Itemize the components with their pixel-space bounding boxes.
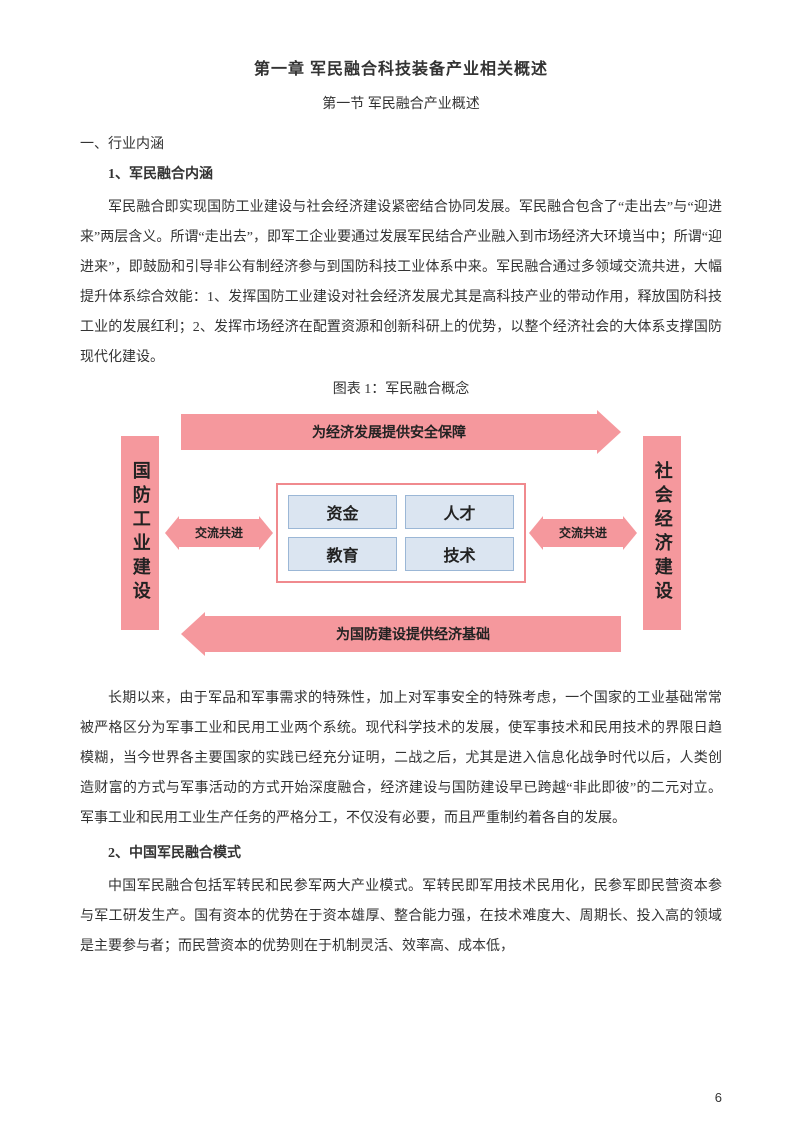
figure-top-arrow-label: 为经济发展提供安全保障	[181, 414, 597, 450]
figure-cell-1: 人才	[405, 495, 514, 529]
figure-bottom-arrow: 为国防建设提供经济基础	[181, 616, 621, 652]
arrow-right-icon	[597, 410, 621, 454]
chapter-title: 第一章 军民融合科技装备产业相关概述	[80, 55, 722, 79]
arrow-left-icon	[181, 612, 205, 656]
figure-cell-3: 技术	[405, 537, 514, 571]
paragraph-1: 军民融合即实现国防工业建设与社会经济建设紧密结合协同发展。军民融合包含了“走出去…	[80, 193, 722, 374]
arrow-right-icon	[623, 516, 637, 550]
figure-cell-0: 资金	[288, 495, 397, 529]
arrow-left-icon	[529, 516, 543, 550]
paragraph-3: 中国军民融合包括军转民和民参军两大产业模式。军转民即军用技术民用化，民参军即民营…	[80, 872, 722, 962]
figure-diagram: 国防工业建设 社会经济建设 为经济发展提供安全保障 为国防建设提供经济基础 交流…	[121, 408, 681, 658]
figure-mid-right-arrow: 交流共进	[529, 516, 637, 550]
heading-level-1: 一、行业内涵	[80, 133, 722, 153]
arrow-left-icon	[165, 516, 179, 550]
figure-right-box: 社会经济建设	[643, 436, 681, 630]
figure-caption: 图表 1：军民融合概念	[80, 378, 722, 398]
page-number: 6	[715, 1090, 722, 1105]
figure-mid-right-label: 交流共进	[543, 519, 623, 547]
figure-mid-left-arrow: 交流共进	[165, 516, 273, 550]
figure-center-group: 资金 人才 教育 技术	[276, 483, 526, 583]
figure-left-box: 国防工业建设	[121, 436, 159, 630]
heading-level-2-a: 1、军民融合内涵	[108, 163, 722, 183]
paragraph-2: 长期以来，由于军品和军事需求的特殊性，加上对军事安全的特殊考虑，一个国家的工业基…	[80, 684, 722, 834]
heading-level-2-b: 2、中国军民融合模式	[108, 842, 722, 862]
section-title: 第一节 军民融合产业概述	[80, 93, 722, 113]
figure-cell-2: 教育	[288, 537, 397, 571]
figure-top-arrow: 为经济发展提供安全保障	[181, 414, 621, 450]
arrow-right-icon	[259, 516, 273, 550]
figure-bottom-arrow-label: 为国防建设提供经济基础	[205, 616, 621, 652]
figure-mid-left-label: 交流共进	[179, 519, 259, 547]
